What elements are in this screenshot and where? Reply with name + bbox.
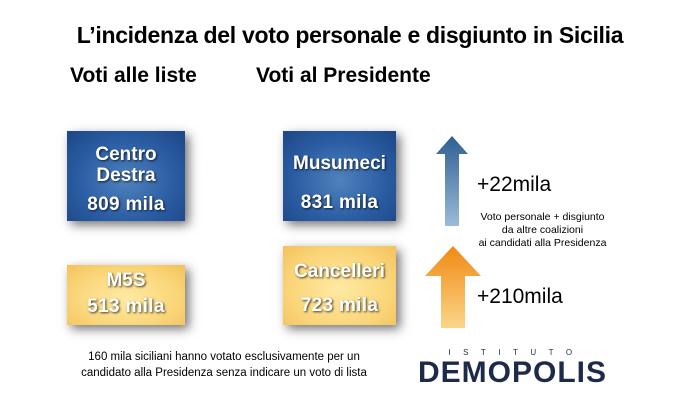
footer-note: 160 mila siciliani hanno votato esclusiv… — [54, 349, 394, 381]
cancelleri-box: Cancelleri 723 mila — [283, 246, 396, 325]
demopolis-logo: ISTITUTO DEMOPOLIS — [410, 348, 615, 388]
cancelleri-value: 723 mila — [300, 295, 379, 316]
footer-line: 160 mila siciliani hanno votato esclusiv… — [88, 351, 360, 363]
note-text: Voto personale + disgiunto da altre coal… — [460, 211, 625, 250]
note-line: da altre coalizioni — [501, 224, 584, 236]
musumeci-box: Musumeci 831 mila — [283, 131, 396, 221]
logo-name: DEMOPOLIS — [417, 356, 607, 389]
president-heading: Voti al Presidente — [256, 64, 431, 87]
up-arrow-icon — [436, 136, 468, 226]
note-line: ai candidati alla Presidenza — [478, 237, 607, 249]
centrodestra-box: Centro Destra 809 mila — [67, 131, 185, 221]
note-line: Voto personale + disgiunto — [480, 211, 605, 223]
lists-heading: Voti alle liste — [70, 64, 197, 87]
centrodestra-name-line2: Destra — [96, 165, 156, 186]
musumeci-name: Musumeci — [293, 153, 386, 174]
cancelleri-delta: +210mila — [477, 285, 563, 308]
page-title: L’incidenza del voto personale e disgiun… — [76, 22, 624, 48]
m5s-name: M5S — [106, 270, 146, 291]
up-arrow-icon — [425, 246, 481, 328]
centrodestra-name-line1: Centro — [95, 144, 157, 165]
centrodestra-value: 809 mila — [87, 194, 165, 215]
musumeci-delta: +22mila — [477, 173, 552, 196]
cancelleri-name: Cancelleri — [294, 261, 385, 282]
footer-line: candidato alla Presidenza senza indicare… — [81, 367, 367, 379]
logo-subtitle: ISTITUTO — [448, 348, 585, 357]
m5s-box: M5S 513 mila — [67, 265, 185, 325]
m5s-value: 513 mila — [87, 296, 165, 317]
musumeci-value: 831 mila — [300, 192, 379, 213]
